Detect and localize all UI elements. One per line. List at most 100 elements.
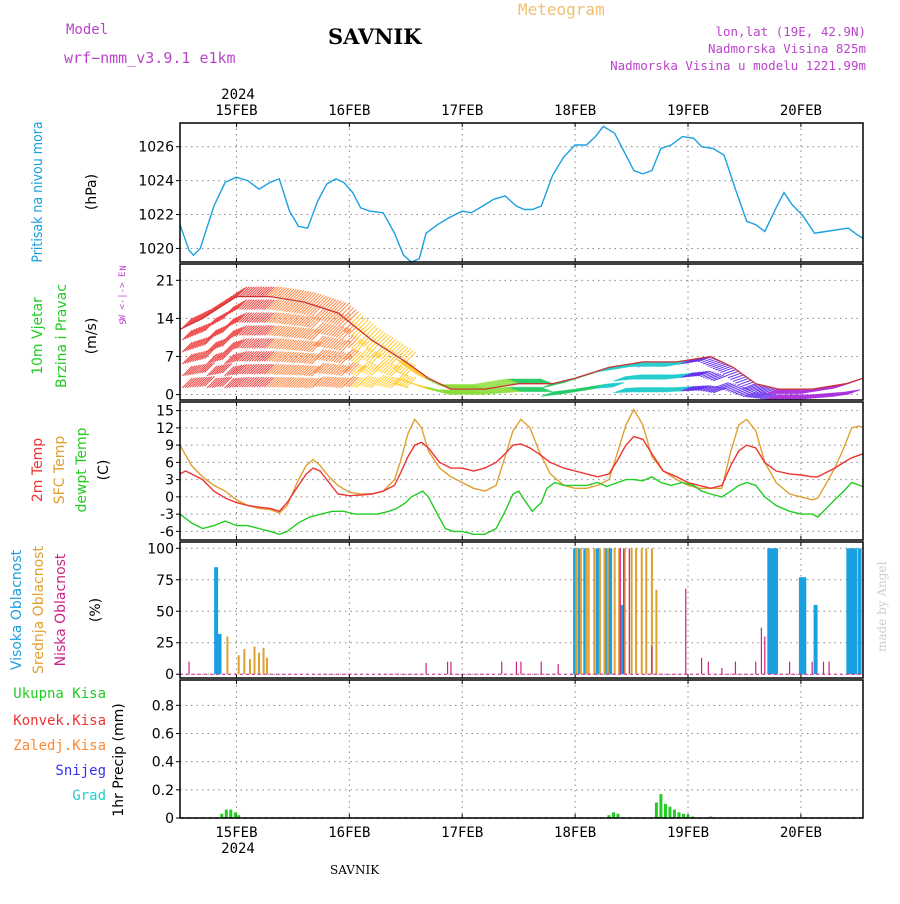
wind-dir-westeast: W <-|-> E	[118, 272, 128, 321]
wind-barb	[276, 325, 287, 337]
wind-barb	[281, 377, 292, 388]
wind-barb	[373, 330, 384, 342]
wind-barb	[658, 374, 672, 380]
wind-barb	[404, 365, 419, 372]
wind-barb	[700, 357, 714, 364]
wind-barb	[313, 294, 325, 306]
wind-barb	[650, 386, 665, 393]
wind-barb	[303, 304, 315, 315]
wind-barb	[491, 387, 506, 394]
wind-barb	[320, 363, 332, 374]
wind-barb	[293, 377, 305, 388]
wind-barb	[755, 392, 769, 399]
wind-barb	[189, 339, 200, 351]
wind-barb	[501, 386, 516, 393]
mid-cloud-bar	[606, 548, 609, 675]
wind-barb	[353, 327, 364, 339]
wind-barb	[296, 352, 307, 364]
wind-barb	[670, 373, 685, 380]
ytick-label: 0.4	[152, 755, 174, 771]
wind-barb	[243, 299, 255, 310]
wind-barb	[216, 350, 228, 362]
wind-barb	[184, 328, 195, 340]
wind-barb	[283, 313, 295, 325]
wind-barb	[194, 337, 205, 349]
wind-barb	[296, 377, 307, 388]
wind-barb	[772, 388, 786, 395]
wind-barb	[388, 340, 399, 352]
wind-barb	[186, 352, 198, 364]
wind-barb	[199, 349, 210, 361]
wind-barb	[236, 376, 248, 388]
low-cloud-bar	[520, 661, 522, 675]
wind-barb	[378, 375, 389, 387]
panel-frame	[179, 401, 864, 541]
wind-barb	[231, 377, 243, 388]
wind-barb	[720, 367, 734, 373]
high-cloud-bar	[846, 548, 851, 675]
wind-barb	[454, 389, 469, 396]
wind-barb	[313, 308, 325, 320]
wind-barb	[251, 338, 263, 349]
wind-barb	[214, 364, 225, 375]
wind-barb	[658, 386, 672, 393]
wind-barb	[643, 374, 657, 380]
wind-barb	[705, 359, 719, 366]
wind-barb	[291, 339, 302, 351]
wind-barb	[368, 352, 379, 363]
wind-barb	[328, 325, 340, 337]
footer-credit: made by Angel	[875, 561, 889, 652]
wind-barb	[464, 383, 478, 390]
wind-barb	[248, 338, 260, 349]
temp-ylabel-2m: 2m Temp	[30, 438, 46, 502]
wind-barb	[328, 338, 340, 349]
wind-barb	[335, 339, 347, 351]
wind-barb	[286, 377, 297, 388]
wind-barb	[541, 391, 555, 397]
wind-barb	[258, 350, 270, 362]
wind-barb	[253, 325, 265, 336]
mid-cloud-bar	[248, 659, 251, 675]
mid-cloud-bar	[613, 548, 616, 675]
wind-barb	[516, 386, 531, 393]
wind-barb	[633, 361, 647, 368]
wind-barb	[524, 378, 538, 385]
wind-barb	[239, 325, 250, 336]
wind-barb	[760, 393, 774, 400]
wind-barb	[358, 361, 369, 373]
wind-barb	[680, 372, 695, 379]
ytick-label: 6	[165, 455, 174, 471]
wind-barb	[209, 340, 220, 352]
wind-barb	[239, 286, 250, 297]
wind-barb	[358, 319, 369, 330]
wind-barb	[296, 302, 307, 314]
bottom-day-label: 16FEB	[328, 825, 370, 841]
wind-barb	[194, 324, 205, 336]
wind-barb	[330, 364, 342, 375]
wind-barb	[320, 310, 332, 322]
model-label: Model	[66, 22, 108, 38]
wind-barb	[266, 286, 277, 297]
wind-barb	[206, 353, 218, 365]
wind-barb	[613, 375, 627, 382]
wind-barb	[236, 350, 248, 362]
wind-barb	[358, 375, 369, 387]
wind-barb	[199, 376, 210, 387]
wind-barb	[256, 299, 268, 310]
wind-barb	[209, 328, 220, 339]
wind-barb	[214, 338, 225, 350]
wind-barb	[690, 371, 704, 377]
wind-barb	[519, 386, 533, 393]
wind-barb	[283, 364, 295, 376]
wind-barb	[288, 301, 300, 313]
wind-barb	[181, 341, 193, 353]
wind-barb	[752, 385, 767, 392]
wind-barb	[742, 391, 757, 398]
bottom-day-label: 19FEB	[667, 825, 709, 841]
wind-barb	[186, 377, 198, 388]
wind-barb	[291, 314, 302, 326]
wind-barb	[521, 386, 536, 393]
wind-barb	[829, 391, 844, 398]
wind-barb	[306, 304, 317, 316]
